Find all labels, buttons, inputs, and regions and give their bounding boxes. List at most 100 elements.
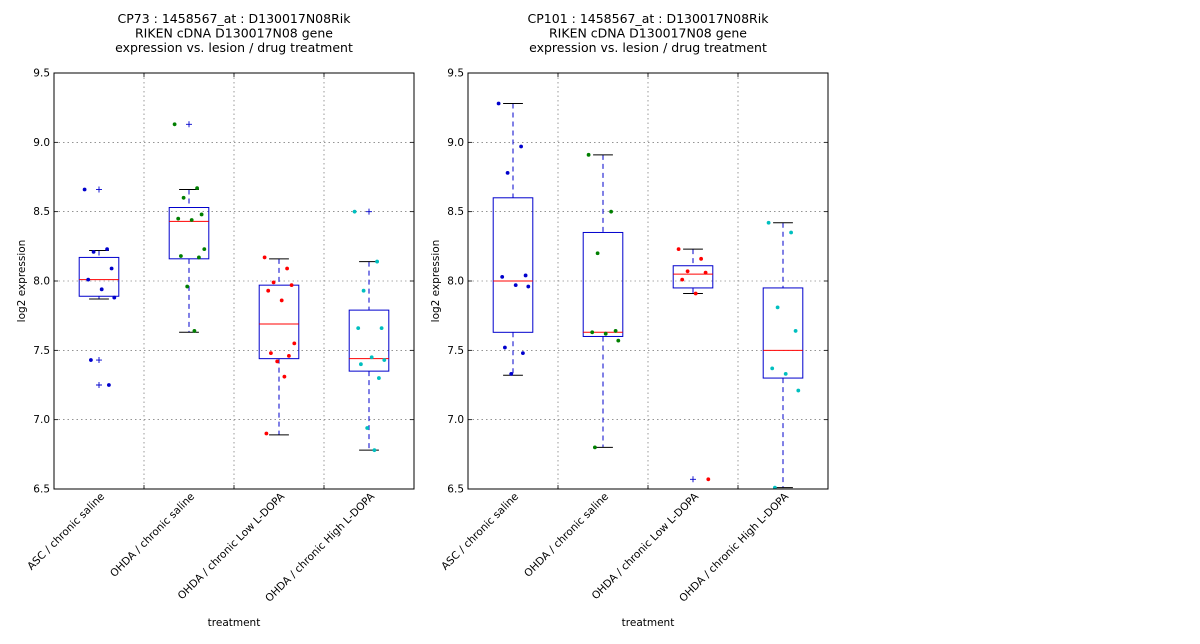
data-point — [365, 426, 370, 430]
y-tick-label: 8.0 — [447, 276, 464, 288]
data-point — [770, 366, 775, 371]
data-point — [285, 266, 289, 271]
x-tick-label: OHDA / chronic High L-DOPA — [677, 490, 792, 605]
data-point — [503, 345, 507, 350]
data-point — [593, 445, 597, 450]
x-tick-label: OHDA / chronic saline — [522, 491, 611, 580]
y-tick-label: 9.0 — [447, 137, 464, 149]
box-iqr — [762, 287, 804, 379]
data-point — [375, 259, 379, 264]
data-point — [185, 284, 190, 289]
x-axis-label: treatment — [622, 617, 675, 629]
y-axis-label: log2 expression — [430, 240, 442, 323]
box-iqr — [258, 284, 300, 360]
data-point — [793, 329, 798, 333]
data-point — [505, 170, 510, 175]
plot-frame — [53, 72, 415, 490]
data-point — [359, 362, 363, 367]
y-tick-label: 7.0 — [447, 414, 464, 426]
y-tick-label: 6.5 — [33, 484, 50, 496]
chart-title-line: expression vs. lesion / drug treatment — [115, 40, 353, 55]
data-point — [586, 152, 591, 157]
plot-frame — [467, 72, 829, 490]
data-point — [172, 122, 177, 127]
y-tick-label: 9.5 — [447, 68, 464, 80]
data-point — [676, 247, 681, 252]
data-point — [783, 372, 788, 376]
data-point — [91, 249, 96, 254]
data-point — [269, 351, 273, 356]
data-point — [82, 187, 87, 192]
x-tick-label: OHDA / chronic saline — [108, 491, 197, 580]
outlier-marker — [96, 186, 102, 193]
data-point — [609, 209, 613, 214]
data-point — [356, 326, 361, 331]
data-point — [706, 477, 711, 482]
y-tick-label: 8.0 — [33, 276, 50, 288]
x-tick-label: OHDA / chronic Low L-DOPA — [176, 490, 288, 602]
data-point — [680, 277, 685, 282]
outlier-marker — [186, 121, 192, 128]
box-iqr — [582, 231, 624, 337]
data-point — [86, 277, 91, 282]
y-tick-label: 8.5 — [33, 206, 50, 218]
data-point — [500, 274, 505, 279]
data-point — [107, 383, 111, 387]
data-point — [699, 256, 703, 261]
data-point — [189, 218, 194, 222]
data-point — [789, 230, 793, 235]
y-tick-label: 7.5 — [33, 345, 50, 357]
outlier-marker — [366, 208, 372, 215]
outlier-marker — [96, 382, 102, 388]
chart-title-line: RIKEN cDNA D130017N08 gene — [135, 26, 333, 41]
data-point — [361, 288, 366, 293]
x-tick-label: OHDA / chronic Low L-DOPA — [590, 490, 702, 602]
data-point — [179, 254, 183, 258]
box-iqr — [348, 309, 390, 372]
data-point — [603, 331, 608, 336]
y-tick-label: 7.0 — [33, 414, 50, 426]
data-point — [289, 283, 294, 288]
data-point — [282, 374, 287, 379]
data-point — [99, 287, 104, 292]
data-point — [271, 280, 276, 285]
data-point — [796, 388, 801, 393]
x-tick-label: ASC / chronic saline — [25, 491, 107, 573]
data-point — [275, 359, 280, 364]
x-tick-label: OHDA / chronic High L-DOPA — [263, 490, 378, 605]
data-point — [199, 212, 204, 217]
data-point — [195, 186, 200, 190]
data-point — [89, 358, 93, 362]
data-point — [775, 305, 780, 310]
y-tick-label: 9.5 — [33, 68, 50, 80]
data-point — [372, 448, 377, 453]
outlier-marker — [96, 357, 102, 364]
data-point — [181, 195, 186, 200]
chart-title-line: CP101 : 1458567_at : D130017N08Rik — [528, 11, 770, 26]
x-tick-label: ASC / chronic saline — [439, 491, 521, 573]
y-tick-label: 7.5 — [447, 345, 464, 357]
outlier-marker — [690, 476, 696, 483]
data-point — [292, 341, 297, 346]
data-point — [496, 101, 501, 106]
data-point — [266, 288, 271, 293]
data-point — [264, 431, 269, 436]
data-point — [521, 351, 525, 356]
data-point — [379, 326, 384, 331]
data-point — [509, 372, 514, 376]
chart-title-line: CP73 : 1458567_at : D130017N08Rik — [118, 11, 352, 26]
data-point — [176, 216, 181, 221]
box-iqr — [672, 265, 714, 289]
box-iqr — [492, 197, 534, 333]
data-point — [766, 220, 771, 225]
chart-title-line: RIKEN cDNA D130017N08 gene — [549, 26, 747, 41]
data-point — [703, 270, 708, 275]
data-point — [279, 298, 284, 303]
data-point — [287, 353, 291, 358]
y-tick-label: 9.0 — [33, 137, 50, 149]
data-point — [202, 247, 207, 252]
data-point — [513, 283, 518, 288]
data-point — [262, 255, 267, 260]
